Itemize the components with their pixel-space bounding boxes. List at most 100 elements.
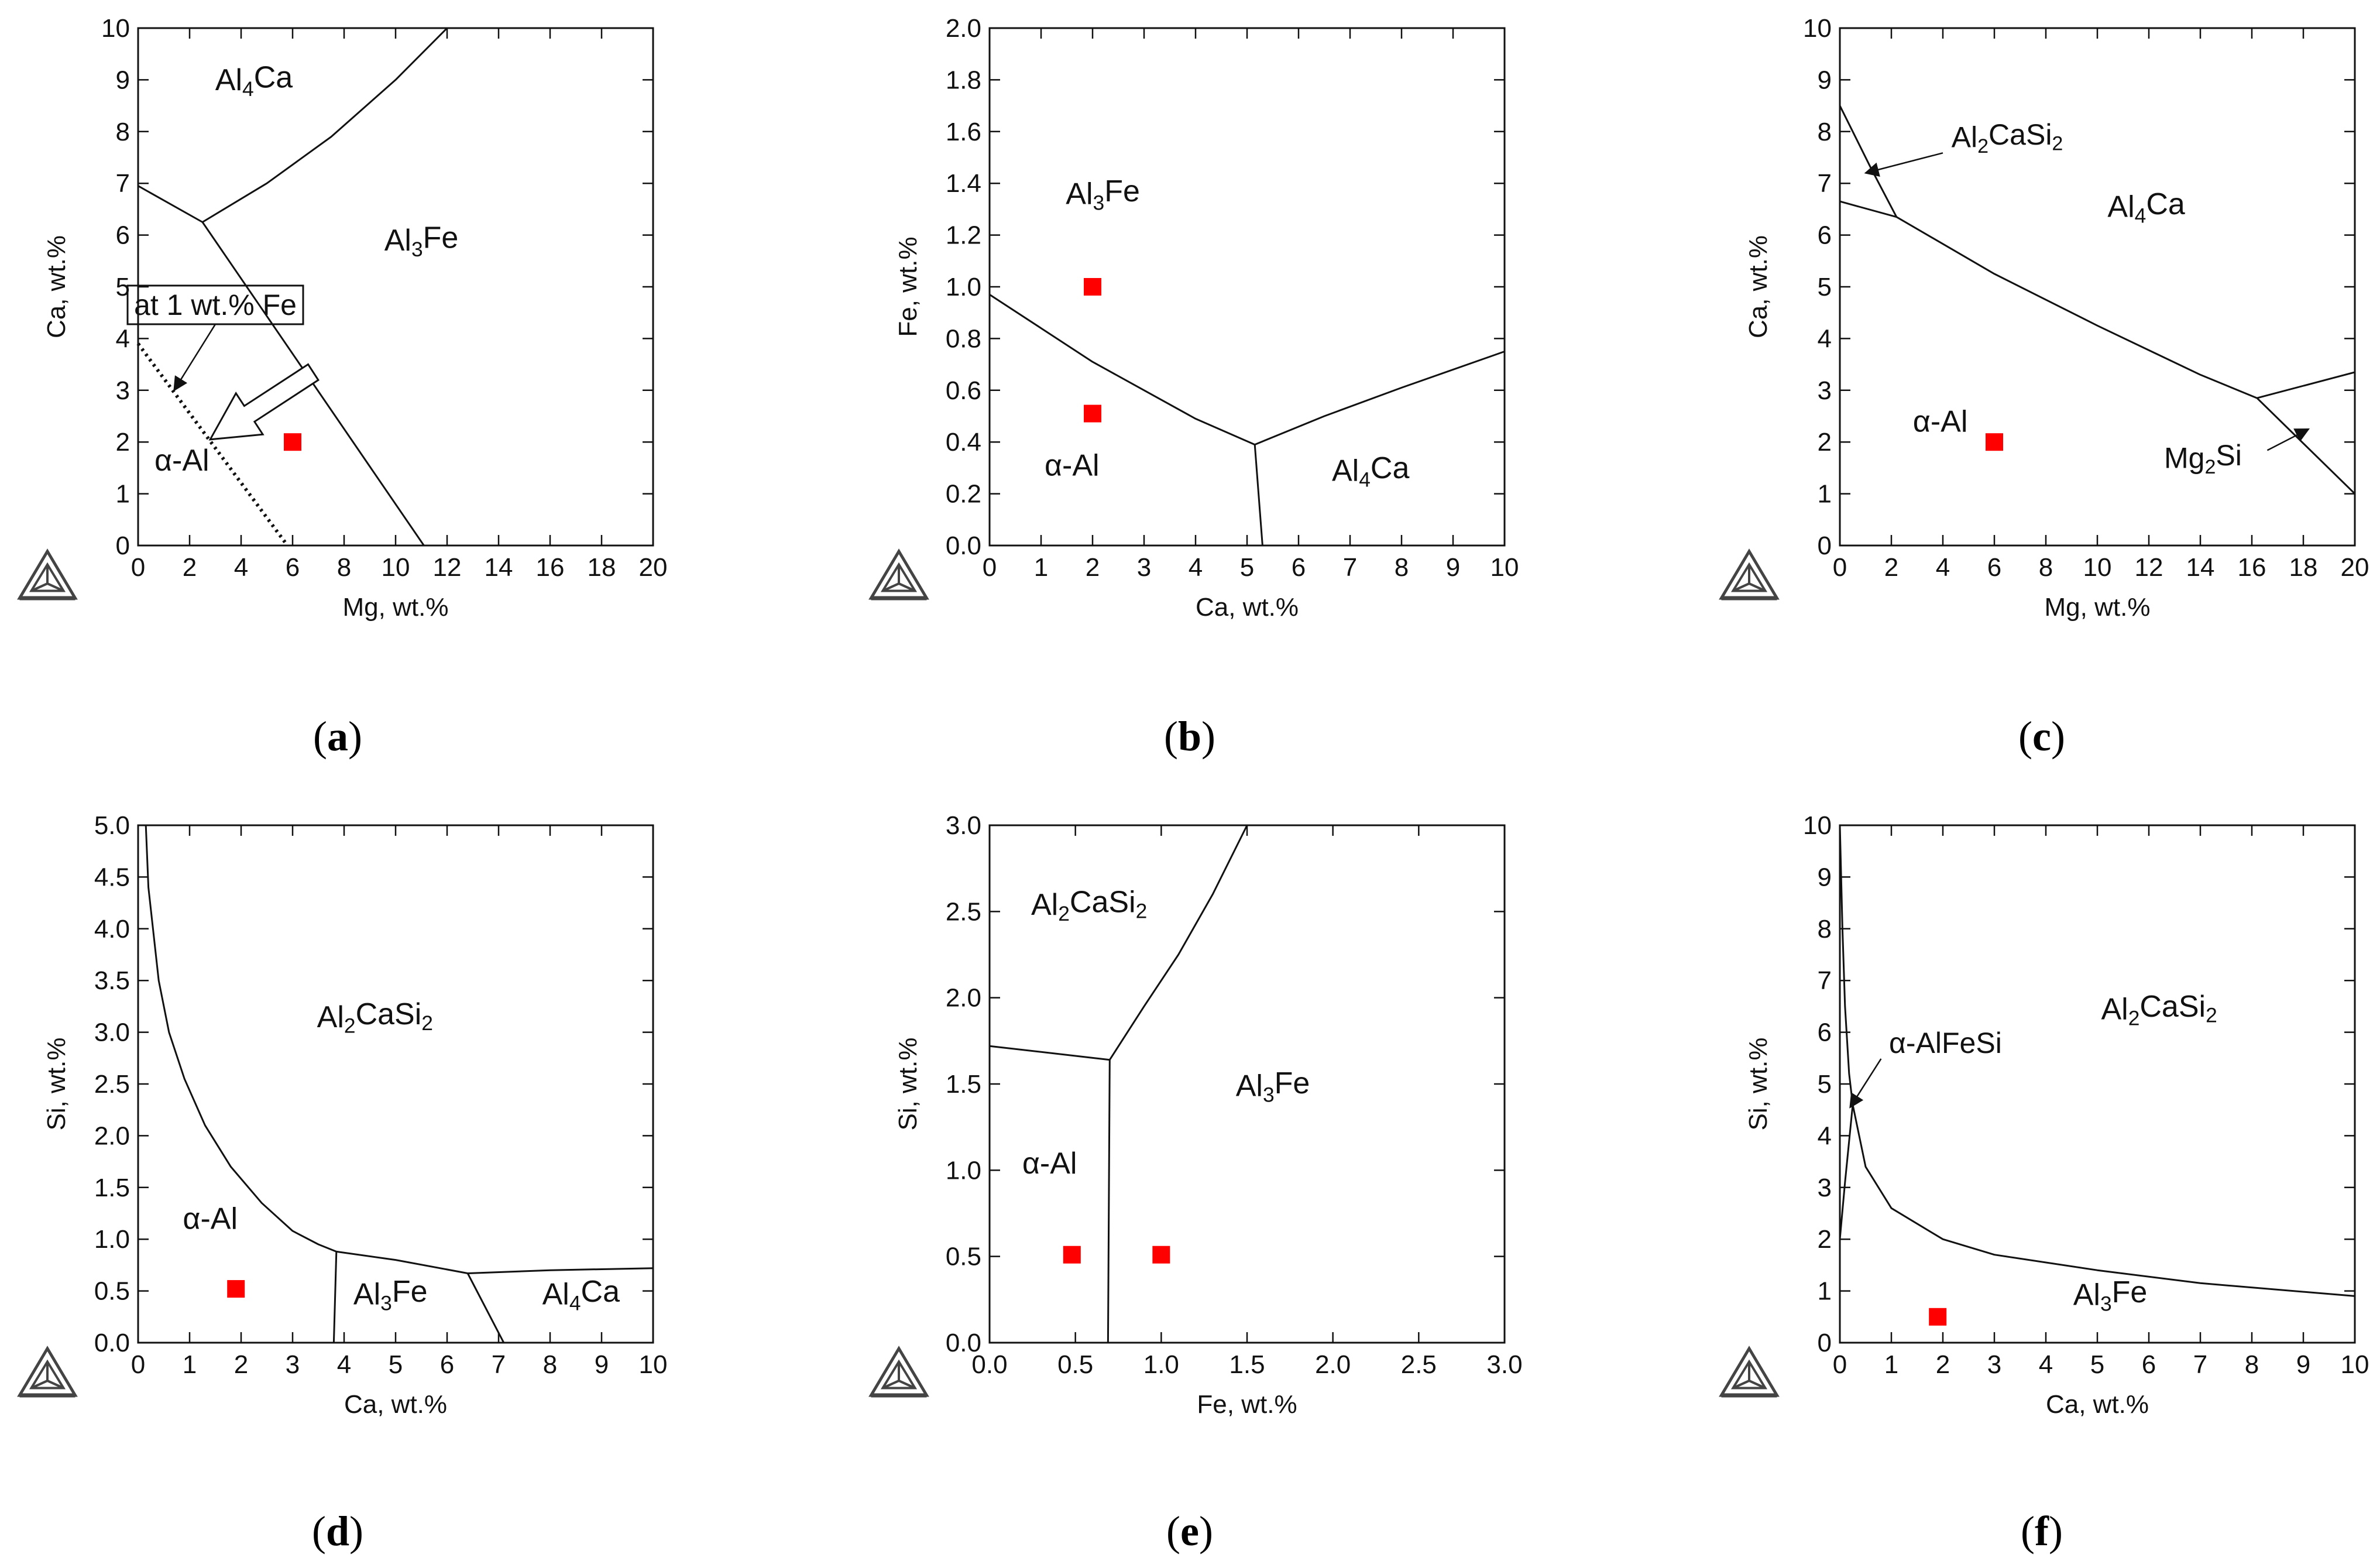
- y-tick-label: 0.2: [946, 480, 981, 509]
- x-tick-label: 9: [595, 1350, 609, 1379]
- phase-boundary: [1107, 1059, 1111, 1343]
- x-tick-label: 6: [2142, 1350, 2156, 1379]
- y-tick-label: 0.5: [94, 1277, 130, 1306]
- y-tick-label: 7: [116, 169, 130, 198]
- hollow-shift-arrow: [208, 363, 320, 441]
- panel-f: 0 1 2 3 4 5 6 7 8 9 10 0 1 2 3 4 5 6 7 8 9 10 Ca, wt.% Si, wt.%…: [1719, 811, 2369, 1419]
- panel-caption-c: (c): [2018, 713, 2065, 760]
- y-tick-label: 0: [116, 531, 130, 560]
- x-tick-label: 14: [485, 553, 513, 582]
- callout-label: Al2​CaSi2​: [1952, 118, 2063, 157]
- y-tick-label: 0.0: [946, 1329, 981, 1357]
- y-tick-label: 2.0: [946, 984, 981, 1013]
- y-tick-label: 3.0: [94, 1018, 130, 1047]
- plot-frame: [1839, 27, 2356, 547]
- x-tick-label: 10: [2341, 1350, 2369, 1379]
- x-tick-label: 2: [1086, 553, 1100, 582]
- x-tick-label: 1.0: [1143, 1350, 1179, 1379]
- y-tick-label: 8: [1818, 915, 1832, 944]
- panel-caption-f: (f): [2021, 1508, 2063, 1555]
- thermo-calc-logo-icon: [868, 548, 929, 601]
- x-tick-label: 0: [1833, 553, 1847, 582]
- y-tick-label: 4: [1818, 324, 1832, 353]
- x-tick-label: 1: [183, 1350, 197, 1379]
- x-tick-label: 2: [1884, 553, 1898, 582]
- y-tick-label: 9: [1818, 66, 1832, 94]
- y-tick-label: 1.0: [946, 1156, 981, 1185]
- y-tick-label: 2.0: [94, 1121, 130, 1150]
- phase-boundary: [1254, 351, 1505, 445]
- y-tick-label: 3.5: [94, 966, 130, 995]
- y-tick-label: 0.6: [946, 376, 981, 405]
- phase-boundary: [989, 1045, 1110, 1061]
- phase-boundary: [466, 1272, 505, 1343]
- y-tick-label: 0: [1818, 531, 1832, 560]
- x-tick-label: 1.5: [1229, 1350, 1265, 1379]
- phase-boundary: [145, 825, 337, 1253]
- y-tick-label: 2: [116, 428, 130, 457]
- region-label: Al2​CaSi2​: [2101, 990, 2217, 1030]
- region-label: Al4​Ca: [2107, 187, 2185, 228]
- region-label: α-Al: [1022, 1147, 1077, 1181]
- region-label: Al4​Ca: [542, 1275, 620, 1315]
- x-tick-label: 2: [183, 553, 197, 582]
- y-tick-label: 9: [116, 66, 130, 94]
- y-tick-label: 4.5: [94, 863, 130, 891]
- region-label: Al4​Ca: [215, 60, 293, 101]
- x-tick-label: 7: [1343, 553, 1357, 582]
- x-tick-label: 6: [1987, 553, 2001, 582]
- region-label: Al3​Fe: [2073, 1275, 2148, 1316]
- region-label: α-Al: [183, 1202, 238, 1236]
- x-tick-label: 4: [337, 1350, 351, 1379]
- x-tick-label: 12: [2135, 553, 2163, 582]
- x-tick-label: 2.5: [1401, 1350, 1437, 1379]
- phase-boundary: [468, 1267, 654, 1274]
- panel-b: 0 1 2 3 4 5 6 7 8 9 10 0.0 0.2 0.4 0.6 0.8 1.0 1.2 1.4 1.6 1…: [868, 14, 1519, 622]
- x-tick-label: 7: [2193, 1350, 2207, 1379]
- y-axis-title: Si, wt.%: [42, 1038, 71, 1131]
- y-tick-label: 1.2: [946, 221, 981, 250]
- region-label: Al3​Fe: [384, 221, 459, 261]
- y-tick-label: 10: [1803, 811, 1832, 840]
- x-axis-title: Fe, wt.%: [1197, 1390, 1297, 1419]
- y-tick-label: 4.0: [94, 915, 130, 944]
- x-tick-label: 4: [2039, 1350, 2053, 1379]
- y-axis-title: Ca, wt.%: [42, 235, 71, 338]
- x-axis-title: Mg, wt.%: [2045, 593, 2151, 622]
- callout-arrow: [173, 324, 217, 392]
- x-axis-title: Ca, wt.%: [344, 1390, 447, 1419]
- region-label: Al3​Fe: [1066, 174, 1140, 215]
- x-tick-label: 1: [1034, 553, 1048, 582]
- x-tick-label: 10: [639, 1350, 668, 1379]
- x-tick-label: 10: [382, 553, 410, 582]
- y-tick-label: 4: [1818, 1121, 1832, 1150]
- x-tick-label: 14: [2186, 553, 2215, 582]
- x-tick-label: 3.0: [1486, 1350, 1522, 1379]
- callout-arrow: [2266, 428, 2310, 451]
- x-tick-label: 9: [1446, 553, 1460, 582]
- y-tick-label: 3: [1818, 376, 1832, 405]
- y-tick-label: 9: [1818, 863, 1832, 891]
- x-tick-label: 12: [433, 553, 462, 582]
- thermo-calc-logo-icon: [868, 1346, 929, 1398]
- x-tick-label: 8: [543, 1350, 557, 1379]
- y-tick-label: 6: [116, 221, 130, 250]
- phase-boundary: [138, 185, 203, 223]
- x-tick-label: 3: [1137, 553, 1151, 582]
- phase-boundary: [332, 1251, 338, 1343]
- y-tick-label: 1.5: [946, 1070, 981, 1099]
- x-tick-label: 4: [234, 553, 248, 582]
- y-tick-label: 6: [1818, 1018, 1832, 1047]
- x-tick-label: 5: [389, 1350, 403, 1379]
- panel-caption-b: (b): [1164, 713, 1215, 760]
- region-label: α-Al: [154, 444, 210, 478]
- y-tick-label: 1: [1818, 1277, 1832, 1306]
- y-axis-title: Si, wt.%: [1744, 1038, 1773, 1131]
- y-tick-label: 1.4: [946, 169, 981, 198]
- x-tick-label: 2.0: [1315, 1350, 1351, 1379]
- sample-marker: [1986, 433, 2003, 451]
- region-label: Al2​CaSi2​: [1031, 886, 1147, 926]
- phase-boundary: [1839, 105, 1898, 218]
- phase-boundary: [2256, 397, 2356, 495]
- y-tick-label: 3: [116, 376, 130, 405]
